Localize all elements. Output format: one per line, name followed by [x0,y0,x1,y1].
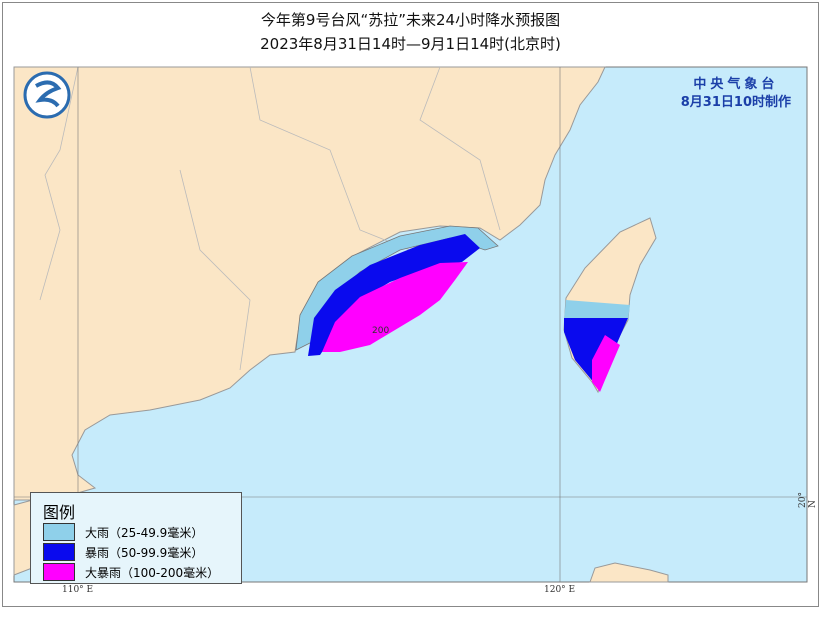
map-subtitle: 2023年8月31日14时—9月1日14时(北京时) [260,35,561,53]
issue-time: 8月31日10时制作 [680,95,791,110]
lon-label-120: 120° E [544,585,576,595]
lat-label-20: 20° N [798,492,818,508]
agency-name: 中央气象台 [693,77,779,92]
legend-item-extreme: 大暴雨（100-200毫米） [43,563,219,581]
legend-swatch [43,543,75,561]
legend-swatch [43,523,75,541]
isohyet-label: 200 [372,326,389,336]
rain-extreme-area [322,262,468,352]
taiwan-rain-extreme [592,335,620,392]
taiwan-rain-heavy [564,300,630,320]
legend-item-torrential: 暴雨（50-99.9毫米） [43,543,203,561]
logo-icon [23,71,71,119]
legend-label: 大雨（25-49.9毫米） [85,525,204,540]
legend-label: 大暴雨（100-200毫米） [85,565,220,580]
map-frame [2,2,819,607]
lon-label-110: 110° E [62,585,94,595]
legend: 图例 大雨（25-49.9毫米） 暴雨（50-99.9毫米） 大暴雨（100-2… [30,492,242,584]
agency-block: 中央气象台 8月31日10时制作 [681,76,791,112]
map-title: 今年第9号台风“苏拉”未来24小时降水预报图 [260,11,561,29]
luzon [589,562,669,583]
legend-title: 图例 [43,503,76,522]
legend-item-heavy: 大雨（25-49.9毫米） [43,523,203,541]
legend-label: 暴雨（50-99.9毫米） [85,545,204,560]
legend-swatch [43,563,75,581]
